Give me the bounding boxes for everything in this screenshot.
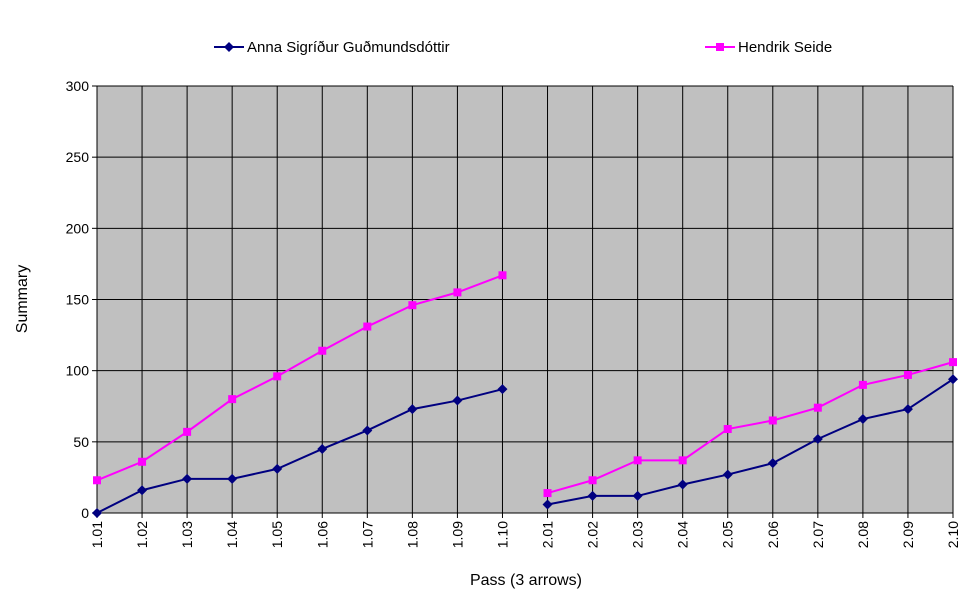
data-point-square [93,476,101,485]
y-tick-label: 50 [73,434,89,450]
x-tick-label: 1.06 [314,521,330,548]
y-tick-label: 150 [66,292,90,308]
series-1 [92,374,958,518]
data-point-diamond [407,404,418,415]
data-point-diamond [92,508,102,518]
y-tick-label: 100 [66,363,90,379]
x-tick-label: 1.09 [449,521,465,548]
data-point-diamond [677,479,688,490]
data-point-square [363,322,372,331]
x-tick-label: 1.03 [179,521,195,548]
x-tick-label: 2.05 [720,521,736,548]
y-tick-label: 250 [66,149,90,165]
data-point-square [273,372,282,381]
data-point-diamond [902,404,913,415]
legend-item-1: Anna Sigríður Guðmundsdóttir [214,39,450,56]
data-point-square [949,358,957,367]
data-point-square [813,403,822,412]
data-point-diamond [224,42,234,52]
y-tick-label: 300 [66,78,90,94]
data-point-square [858,380,867,389]
x-tick-label: 2.08 [855,521,871,548]
data-point-square [408,301,417,310]
series-2 [93,271,957,498]
data-point-square [588,476,597,485]
x-tick-label: 2.04 [675,521,691,548]
x-tick-label: 1.04 [224,521,240,548]
x-tick-label: 1.10 [494,521,510,548]
x-tick-label: 2.03 [630,521,646,548]
y-tick-label: 200 [66,220,90,236]
x-tick-label: 1.08 [404,521,420,548]
x-tick-label: 2.09 [900,521,916,548]
x-tick-label: 2.06 [765,521,781,548]
x-tick-label: 2.07 [810,521,826,548]
data-point-square [768,416,777,425]
series [92,271,958,518]
data-point-diamond [272,463,283,474]
data-point-diamond [497,384,508,395]
data-point-square [903,370,912,379]
grid [96,85,954,514]
data-point-square [138,457,147,466]
y-axis-ticks: 0 50 100 150 200 250 300 [66,78,97,521]
legend-item-2: Hendrik Seide [705,39,832,56]
series-line [547,378,954,506]
data-point-diamond [632,490,643,501]
data-point-diamond [542,499,553,510]
data-point-square [318,346,327,355]
series-line [96,274,503,482]
data-point-square [498,271,507,280]
series-line [96,388,503,514]
data-point-diamond [137,485,148,496]
data-point-square [633,456,642,465]
data-point-diamond [767,458,778,469]
x-tick-label: 2.01 [540,521,556,548]
x-axis-title: Pass (3 arrows) [470,572,582,589]
data-point-square [183,427,192,436]
data-point-square [678,456,687,465]
data-point-diamond [227,473,238,484]
legend-label: Hendrik Seide [738,39,832,56]
data-point-square [723,425,732,434]
data-point-diamond [317,443,328,454]
data-point-diamond [812,433,823,444]
x-tick-label: 1.07 [359,521,375,548]
data-point-diamond [722,469,733,480]
data-point-diamond [857,414,868,425]
legend-label: Anna Sigríður Guðmundsdóttir [247,39,450,56]
data-point-square [716,43,724,51]
x-axis-ticks: 1.01 1.02 1.03 1.04 1.05 1.06 1.07 1.08 1.09 1.10… [89,513,961,548]
data-point-square [543,489,552,498]
y-tick-label: 0 [81,505,89,521]
x-tick-label: 2.02 [585,521,601,548]
data-point-diamond [452,395,463,406]
data-point-diamond [362,425,373,436]
x-tick-label: 1.01 [89,521,105,548]
data-point-diamond [182,473,193,484]
legend: Anna Sigríður Guðmundsdóttir Hendrik Seid… [214,39,832,56]
data-point-diamond [948,374,958,385]
series-line [547,361,954,495]
x-tick-label: 1.02 [134,521,150,548]
data-point-diamond [587,490,598,501]
x-tick-label: 1.05 [269,521,285,548]
x-tick-label: 2.10 [945,521,961,548]
data-point-square [228,395,237,404]
data-point-square [453,288,462,297]
y-axis-title: Summary [14,265,31,333]
